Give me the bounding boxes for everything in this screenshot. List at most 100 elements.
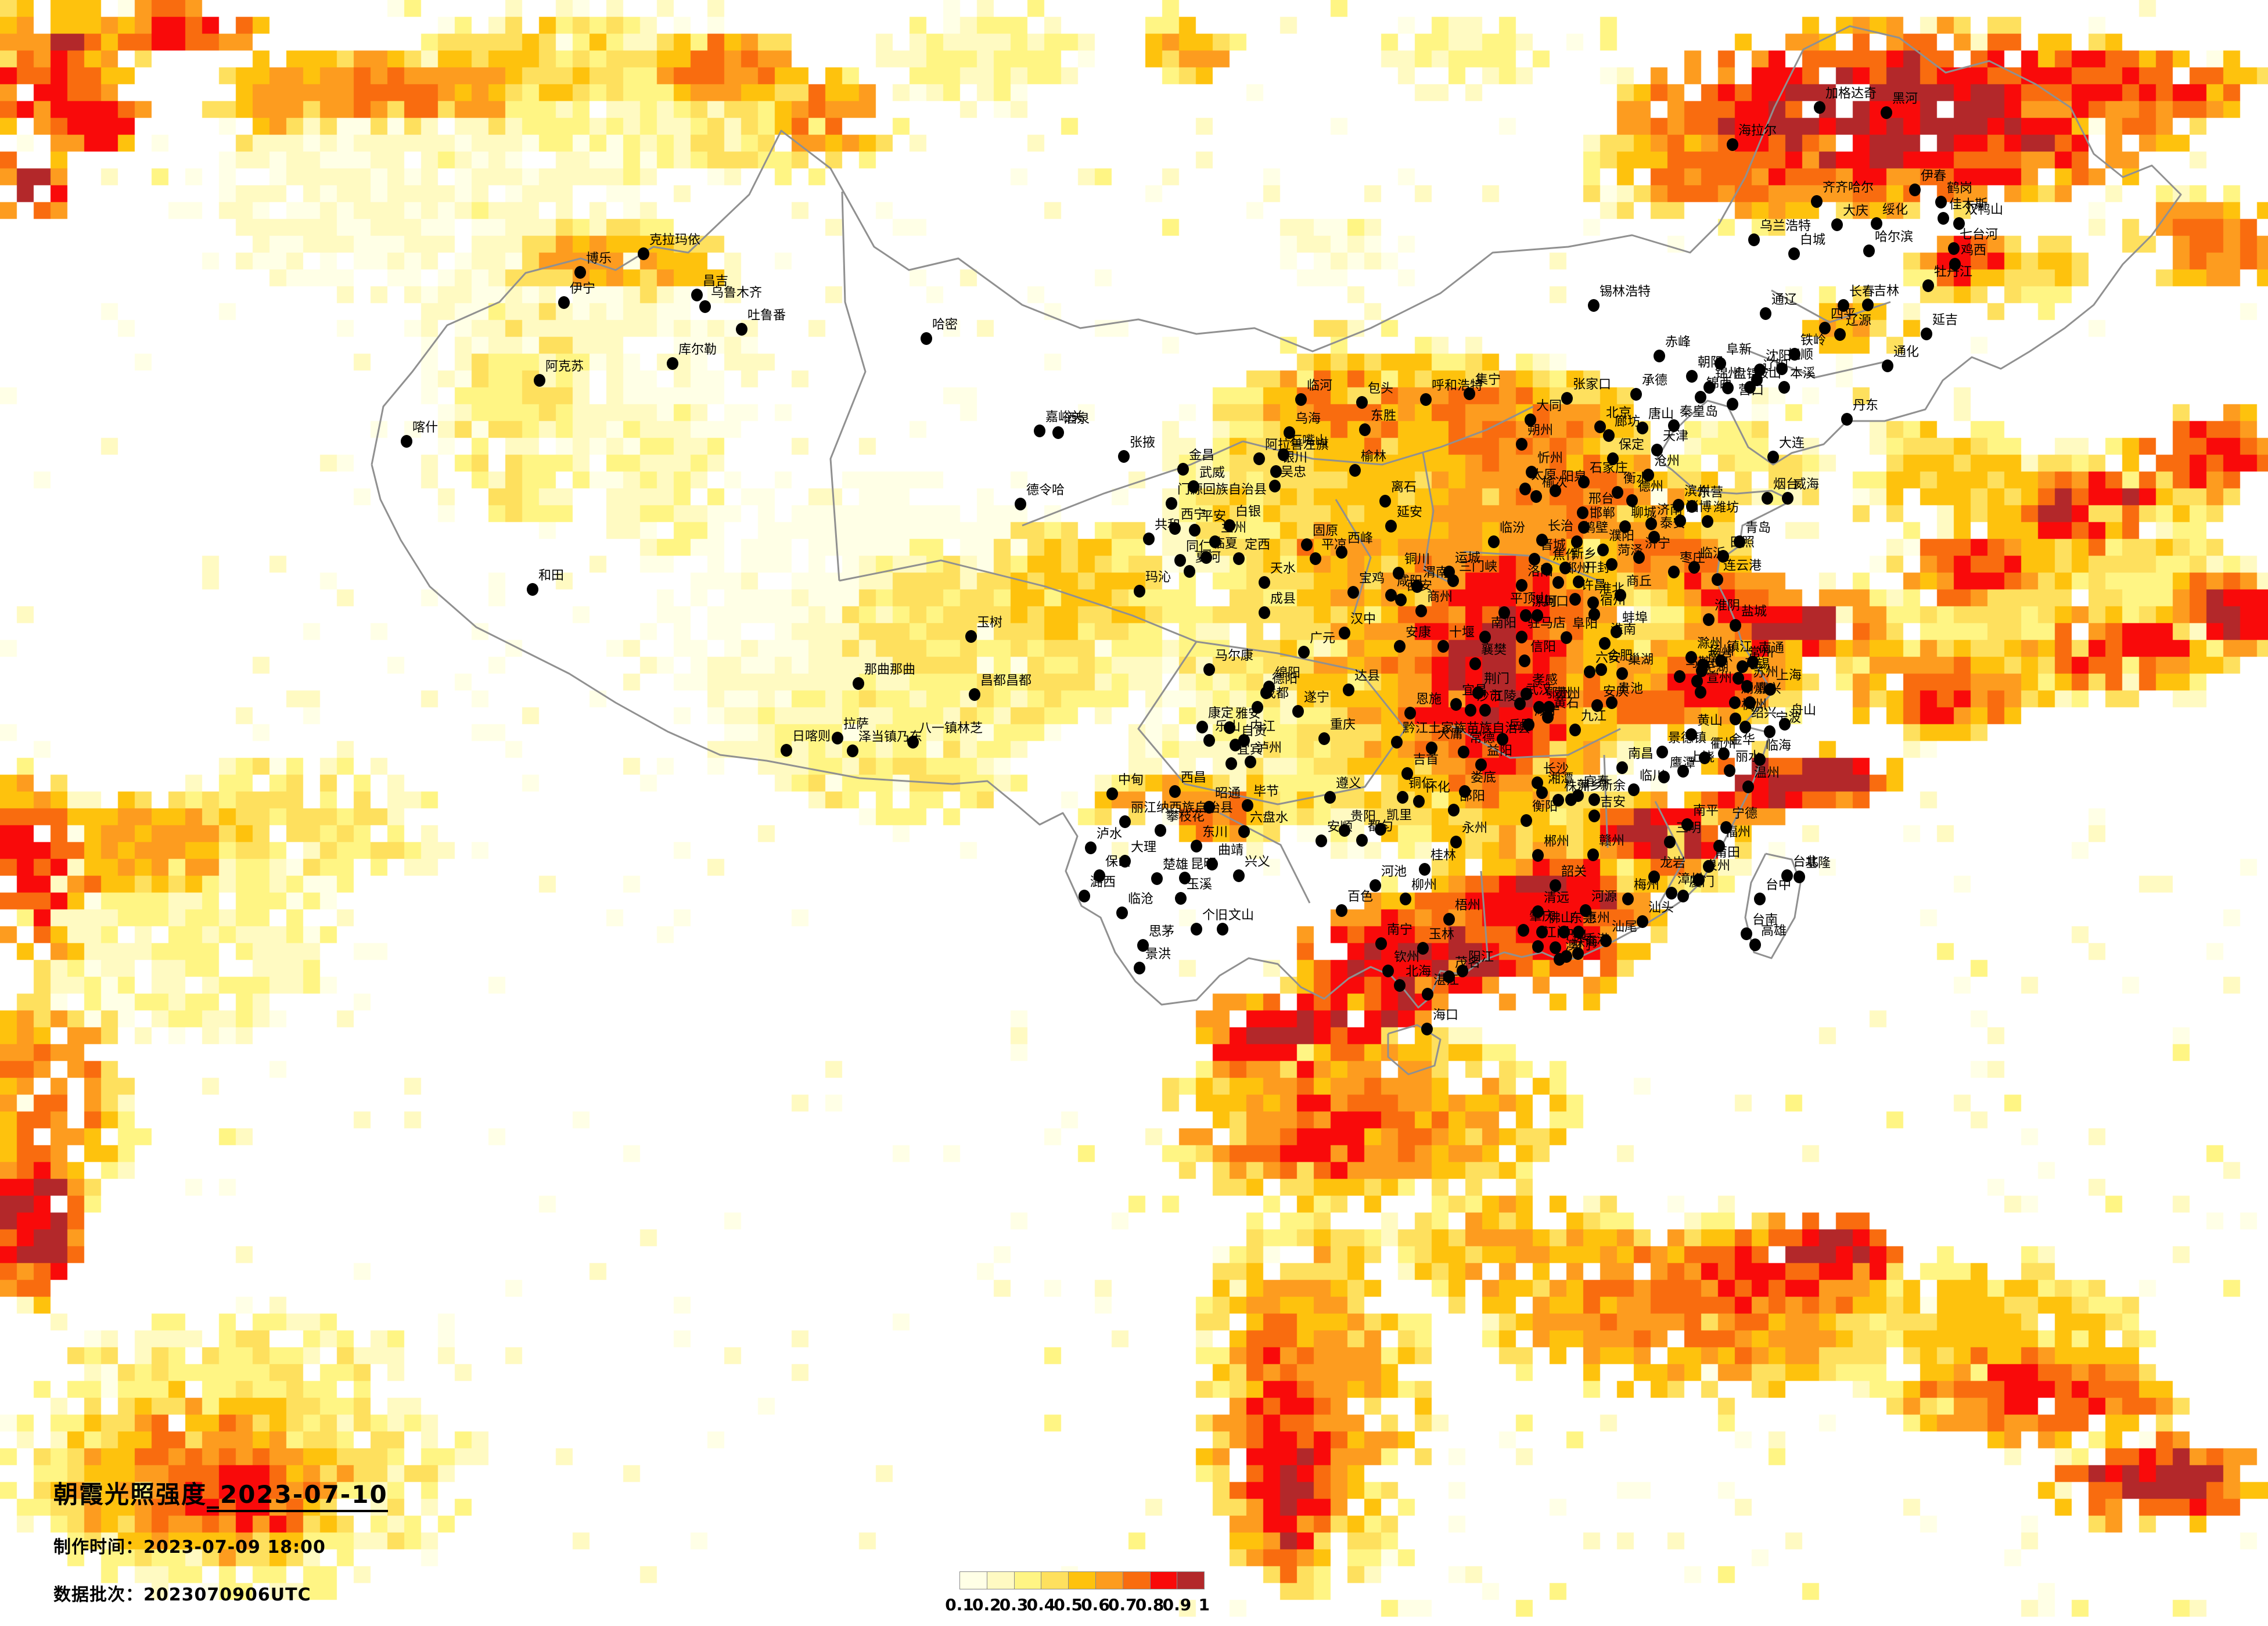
city-label: 淮南 xyxy=(1611,623,1637,637)
legend-tick-label: 1 xyxy=(1198,1595,1210,1614)
city-label: 赤峰 xyxy=(1665,335,1691,350)
city-dot-icon xyxy=(1637,422,1648,434)
city-dot-icon xyxy=(1935,196,1947,208)
city-label: 共和 xyxy=(1155,518,1181,533)
city-dot-icon xyxy=(1588,299,1600,312)
city-label: 濮阳 xyxy=(1609,529,1635,544)
city-dot-icon xyxy=(1516,631,1527,643)
city-dot-icon xyxy=(1673,499,1684,512)
city-dot-icon xyxy=(1597,544,1609,556)
city-label: 焦作 xyxy=(1552,548,1579,563)
city-dot-icon xyxy=(1685,651,1697,664)
city-dot-icon xyxy=(1744,696,1756,709)
city-label: 高雄 xyxy=(1761,924,1787,938)
city-dot-icon xyxy=(1754,364,1766,376)
city-label: 集宁 xyxy=(1475,373,1501,387)
city-label: 许昌 xyxy=(1581,578,1607,593)
city-label: 惠州 xyxy=(1584,911,1611,926)
city-label: 凯里 xyxy=(1386,808,1412,823)
city-label: 九江 xyxy=(1581,709,1607,724)
legend-tick-labels: 0.1 0.2 0.3 0.4 0.5 0.6 0.7 0.8 0.9 1 xyxy=(945,1595,1261,1618)
city-label: 淮阴 xyxy=(1715,599,1741,613)
city-dot-icon xyxy=(1588,793,1600,806)
city-dot-icon xyxy=(1413,795,1425,808)
city-label: 韶关 xyxy=(1561,865,1587,879)
city-label: 商州 xyxy=(1427,590,1453,605)
legend-tick-label: 0.5 xyxy=(1054,1595,1083,1614)
city-label: 贵池 xyxy=(1618,682,1644,696)
city-label: 绥化 xyxy=(1882,203,1908,217)
city-dot-icon xyxy=(1953,217,1965,230)
city-dot-icon xyxy=(1734,535,1745,548)
boundary-line xyxy=(839,559,1197,643)
city-label: 思茅 xyxy=(1149,924,1175,939)
city-dot-icon xyxy=(1645,517,1657,530)
city-label: 咸阳 xyxy=(1397,574,1423,589)
city-dot-icon xyxy=(1188,480,1199,493)
city-label: 双鸭山 xyxy=(1965,203,2004,217)
city-label: 台南 xyxy=(1752,913,1778,927)
city-label: 哈密 xyxy=(932,318,958,332)
city-label: 哈尔滨 xyxy=(1875,230,1914,244)
city-label: 文山 xyxy=(1228,908,1255,923)
city-dot-icon xyxy=(1616,667,1628,680)
legend-tick-label: 0.4 xyxy=(1026,1595,1056,1614)
city-dot-icon xyxy=(1225,757,1237,770)
city-dot-icon xyxy=(1741,927,1752,940)
boundary-line xyxy=(1422,452,1453,585)
city-dot-icon xyxy=(1541,563,1552,575)
city-label: 日照 xyxy=(1729,535,1755,550)
production-time-value: 2023-07-09 18:00 xyxy=(143,1537,326,1557)
city-dot-icon xyxy=(1595,663,1607,676)
city-dot-icon xyxy=(1184,565,1195,578)
city-dot-icon xyxy=(1094,869,1105,882)
city-dot-icon xyxy=(1166,497,1177,510)
city-label: 那曲那曲 xyxy=(864,663,916,677)
city-dot-icon xyxy=(1580,904,1591,917)
city-label: 朔州 xyxy=(1527,423,1554,438)
city-dot-icon xyxy=(1252,701,1263,714)
city-dot-icon xyxy=(1465,704,1476,717)
city-dot-icon xyxy=(1196,721,1208,733)
city-dot-icon xyxy=(1169,785,1181,798)
boundary-line xyxy=(1742,347,1888,379)
city-label: 百色 xyxy=(1347,890,1374,904)
city-label: 西峰 xyxy=(1347,531,1374,546)
city-label: 攀枝花 xyxy=(1166,810,1205,824)
city-label: 天津 xyxy=(1663,429,1689,444)
city-label: 廊坊 xyxy=(1615,415,1641,429)
city-label: 湘潭 xyxy=(1548,772,1574,786)
city-dot-icon xyxy=(1191,923,1202,936)
city-label: 定西 xyxy=(1245,538,1271,552)
city-dot-icon xyxy=(1394,979,1406,992)
city-dot-icon xyxy=(1949,258,1961,271)
city-label: 漯河 xyxy=(1532,595,1558,609)
city-dot-icon xyxy=(1788,247,1800,260)
city-dot-icon xyxy=(1674,515,1686,527)
boundary-line xyxy=(1744,852,1802,959)
city-label: 黑河 xyxy=(1892,92,1918,106)
city-dot-icon xyxy=(1143,533,1155,545)
city-label: 丽江纳西族自治县 xyxy=(1131,801,1234,815)
city-label: 昌都昌都 xyxy=(980,674,1032,688)
city-label: 中甸 xyxy=(1118,773,1144,787)
city-label: 驻马店 xyxy=(1527,616,1566,631)
city-label: 青岛 xyxy=(1745,521,1771,535)
city-label: 克拉玛依 xyxy=(649,233,701,247)
city-label: 淮北 xyxy=(1599,582,1625,596)
city-dot-icon xyxy=(1519,483,1531,495)
city-label: 梧州 xyxy=(1455,898,1481,913)
city-dot-icon xyxy=(1760,307,1771,320)
city-dot-icon xyxy=(1422,988,1433,1001)
city-dot-icon xyxy=(1224,721,1235,734)
city-label: 达县 xyxy=(1354,669,1381,684)
city-label: 昭通 xyxy=(1215,786,1241,801)
city-dot-icon xyxy=(1782,492,1793,505)
legend-tick-label: 0.1 xyxy=(945,1595,974,1614)
city-dot-icon xyxy=(534,374,545,387)
city-dot-icon xyxy=(1443,913,1455,926)
city-dot-icon xyxy=(1695,686,1706,699)
city-label: 湖州 xyxy=(1741,682,1767,696)
city-dot-icon xyxy=(1909,184,1921,196)
city-dot-icon xyxy=(1245,756,1256,768)
